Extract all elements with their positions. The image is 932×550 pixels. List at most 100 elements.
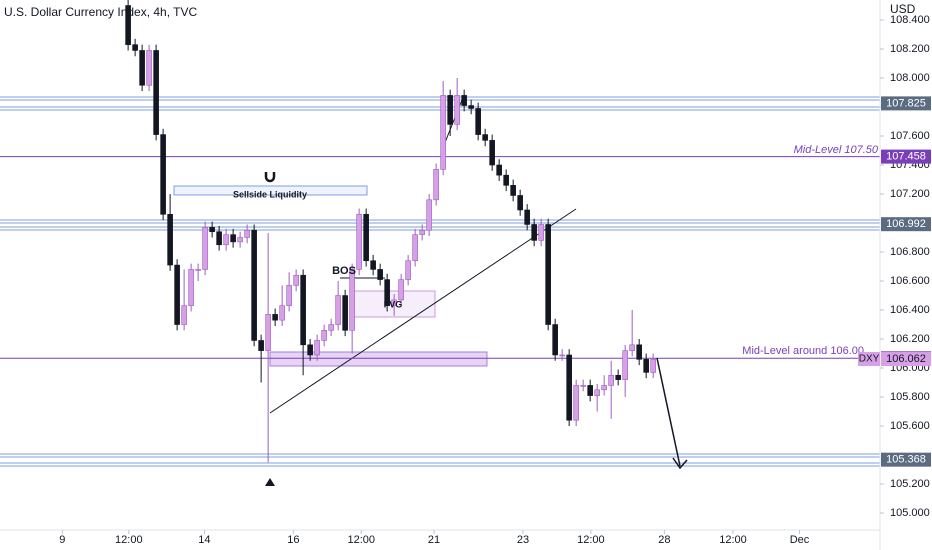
price-tag <box>881 217 931 232</box>
candle-body <box>545 224 551 325</box>
chart-title: U.S. Dollar Currency Index, 4h, TVC <box>4 5 198 19</box>
candle-body <box>643 359 649 373</box>
candle-body <box>363 214 369 262</box>
arrow-head <box>672 457 688 470</box>
x-tick-label: Dec <box>790 534 810 546</box>
symbol-label: DXY <box>859 354 880 365</box>
candle-body <box>601 385 607 391</box>
candle-body <box>377 269 383 280</box>
candle-body <box>482 134 488 141</box>
candle-body <box>195 269 201 271</box>
y-tick-label: 108.200 <box>890 43 930 55</box>
candle-body <box>314 340 320 356</box>
zones <box>0 96 880 467</box>
candle-body <box>279 305 285 321</box>
symbol-tag <box>858 352 880 367</box>
annotation: Mid-Level 107.50 <box>794 144 879 156</box>
candle-body <box>237 237 243 243</box>
candle-body <box>489 140 495 166</box>
candle-body <box>167 214 173 266</box>
price-tag-label: 106.992 <box>886 218 926 230</box>
candle-body <box>552 324 558 356</box>
candle-body <box>125 5 131 45</box>
candle-body <box>405 260 411 280</box>
candle-body <box>587 385 593 396</box>
y-tick-label: 108.400 <box>890 14 930 26</box>
candle-body <box>335 295 341 325</box>
price-tag <box>881 96 931 111</box>
arrow <box>656 357 681 467</box>
candle-body <box>356 214 362 270</box>
candle-body <box>293 274 299 286</box>
x-tick-label: 12:00 <box>347 534 375 546</box>
candle-body <box>615 374 621 380</box>
group: 108.400108.200108.000107.800107.600107.4… <box>59 14 931 546</box>
y-tick-label: 105.200 <box>890 478 930 490</box>
candle-body <box>412 234 418 262</box>
x-tick-label: 9 <box>59 534 65 546</box>
annotation: BOS <box>332 265 356 277</box>
candle-body <box>139 50 145 86</box>
candle-body <box>272 314 278 321</box>
candle-body <box>426 199 432 231</box>
group <box>125 0 656 463</box>
candle-body <box>447 95 453 125</box>
x-tick-label: 12:00 <box>115 534 143 546</box>
candle-body <box>629 344 635 351</box>
candle-body <box>496 164 502 176</box>
candle-body <box>559 354 565 357</box>
candle-body <box>153 50 159 135</box>
candle-body <box>391 299 397 306</box>
triangle-icon <box>265 478 275 486</box>
y-tick-label: 105.800 <box>890 391 930 403</box>
y-tick-label: 105.000 <box>890 507 930 519</box>
candle-body <box>650 359 656 373</box>
y-tick-label: 106.200 <box>890 333 930 345</box>
price-tag-label: 107.458 <box>886 151 926 163</box>
candle-body <box>594 389 600 396</box>
candle-body <box>223 234 229 246</box>
candle-body <box>384 279 390 306</box>
price-tag <box>881 149 931 164</box>
x-tick-label: 14 <box>198 534 210 546</box>
currency: USD <box>890 2 916 16</box>
candle-body <box>419 229 425 235</box>
x-tick-label: 12:00 <box>719 534 747 546</box>
candle-body <box>160 134 166 215</box>
price-tag-label: 106.062 <box>886 353 926 365</box>
candle-body <box>202 227 208 270</box>
candle-body <box>181 305 187 325</box>
candle-body <box>566 354 572 421</box>
candle-body <box>328 324 334 331</box>
candle-body <box>531 224 537 241</box>
candle-body <box>510 185 516 196</box>
annotation: Sellside Liquidity <box>233 189 307 199</box>
y-tick-label: 106.800 <box>890 246 930 258</box>
y-tick-label: 107.200 <box>890 188 930 200</box>
candle-body <box>524 209 530 225</box>
candle-body <box>349 269 355 331</box>
candle-body <box>321 330 327 341</box>
candle-body <box>608 374 614 386</box>
candle-body <box>146 50 152 86</box>
price-tag-label: 107.825 <box>886 97 926 109</box>
x-tick-label: 23 <box>517 534 529 546</box>
y-tick-label: 106.400 <box>890 304 930 316</box>
trend-line <box>269 208 577 414</box>
candle-body <box>286 285 292 306</box>
candle-body <box>461 95 467 106</box>
x-tick-label: 21 <box>428 534 440 546</box>
candle-body <box>188 269 194 306</box>
y-tick-label: 108.000 <box>890 72 930 84</box>
candle-body <box>468 105 474 109</box>
candle-body <box>209 227 215 233</box>
candle-body <box>230 234 236 243</box>
candle-body <box>622 350 628 380</box>
price-tag-label: 105.368 <box>886 454 926 466</box>
candle-body <box>258 340 264 351</box>
candle-body <box>370 260 376 270</box>
candle-body <box>636 344 642 360</box>
x-tick-label: 12:00 <box>577 534 605 546</box>
y-tick-label: 106.600 <box>890 275 930 287</box>
x-tick-label: 28 <box>658 534 670 546</box>
